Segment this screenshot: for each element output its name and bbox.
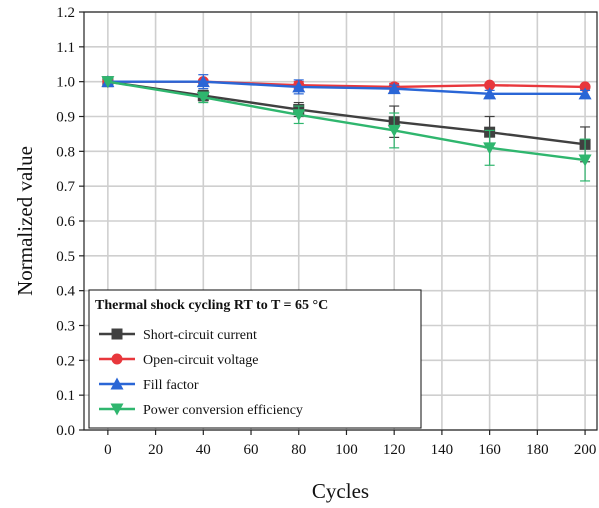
legend-label: Open-circuit voltage (143, 353, 258, 368)
y-tick-label: 0.1 (56, 388, 75, 404)
legend: Thermal shock cycling RT to T = 65 °C Sho… (88, 289, 422, 429)
y-tick-label: 0.7 (56, 179, 75, 195)
data-point (483, 142, 497, 155)
y-tick-label: 1.1 (56, 40, 75, 56)
data-point (579, 81, 591, 93)
legend-marker (110, 377, 124, 390)
y-tick-label: 0.5 (56, 249, 75, 265)
series-group (101, 74, 592, 182)
x-axis-title: Cycles (312, 479, 369, 503)
y-tick-label: 0.9 (56, 110, 75, 126)
data-point (292, 80, 306, 93)
legend-item: Short-circuit current (99, 328, 257, 343)
x-tick-label: 40 (196, 442, 211, 458)
x-tick-label: 140 (431, 442, 454, 458)
series-line (107, 80, 586, 162)
legend-item: Fill factor (99, 377, 199, 393)
data-point (483, 87, 497, 100)
data-point (578, 154, 592, 167)
legend-item: Power conversion efficiency (99, 403, 303, 418)
x-tick-label: 0 (104, 442, 112, 458)
data-point (196, 75, 210, 88)
y-tick-label: 0.2 (56, 353, 75, 369)
data-point (387, 82, 401, 95)
legend-item: Open-circuit voltage (99, 353, 258, 368)
data-point (196, 91, 210, 104)
legend-marker (111, 328, 123, 340)
y-tick-label: 0.6 (56, 214, 75, 230)
series-4 (101, 76, 592, 182)
y-tick-label: 0.0 (56, 423, 75, 439)
legend-label: Short-circuit current (143, 328, 257, 343)
y-axis-title: Normalized value (13, 146, 37, 296)
axes: 0.0 0.1 0.2 0.3 0.4 0.5 0.6 0.7 0.8 0.9 1.0 1.1 1.2 0… (56, 5, 598, 458)
y-tick-label: 0.4 (56, 284, 75, 300)
legend-marker (110, 403, 124, 416)
x-tick-label: 60 (244, 442, 259, 458)
x-tick-label: 120 (383, 442, 406, 458)
y-tick-label: 1.0 (56, 75, 75, 91)
legend-title: Thermal shock cycling RT to T = 65 °C (95, 298, 328, 313)
data-point (484, 79, 496, 91)
data-point (578, 87, 592, 100)
series-line (107, 80, 586, 96)
series-line (107, 80, 586, 146)
y-tick-label: 0.8 (56, 144, 75, 160)
x-tick-label: 200 (574, 442, 597, 458)
data-point (101, 76, 115, 89)
data-point (292, 109, 306, 122)
x-tick-label: 180 (526, 442, 549, 458)
x-tick-label: 100 (335, 442, 358, 458)
legend-label: Fill factor (143, 378, 199, 393)
x-tick-label: 80 (291, 442, 306, 458)
data-point (387, 124, 401, 137)
y-tick-label: 0.3 (56, 319, 75, 335)
y-tick-label: 1.2 (56, 5, 75, 21)
x-tick-label: 20 (148, 442, 163, 458)
legend-label: Power conversion efficiency (143, 403, 303, 418)
legend-box (88, 289, 422, 429)
series-3 (101, 74, 592, 100)
legend-marker (111, 353, 123, 365)
x-tick-label: 160 (478, 442, 501, 458)
